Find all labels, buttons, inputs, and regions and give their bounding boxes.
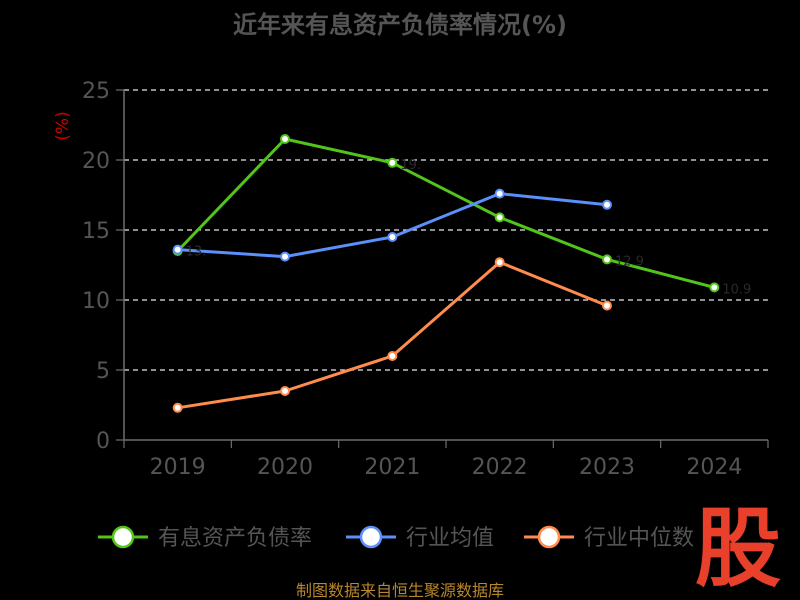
series-line bbox=[177, 260, 608, 410]
series-2 bbox=[172, 257, 612, 413]
data-point bbox=[280, 386, 290, 396]
y-tick-label: 25 bbox=[82, 79, 110, 104]
data-label: 12.9 bbox=[615, 254, 644, 269]
legend-label: 行业均值 bbox=[406, 526, 494, 551]
series-1: 13. bbox=[172, 188, 612, 262]
y-axis-unit-label: (%) bbox=[53, 111, 73, 140]
data-point bbox=[387, 351, 398, 361]
watermark-logo: 股 bbox=[695, 499, 781, 599]
axes: 0 5 10 15 20 25 2019 2020 2021 2022 2023 2024 bbox=[82, 79, 769, 480]
grid-lines bbox=[124, 89, 768, 371]
data-point bbox=[494, 257, 505, 268]
legend-item-2: 行业中位数 bbox=[524, 525, 694, 551]
legend-item-1: 行业均值 bbox=[346, 525, 494, 551]
data-point bbox=[602, 254, 612, 265]
legend-marker bbox=[537, 525, 561, 549]
data-point bbox=[387, 232, 398, 242]
data-point bbox=[280, 251, 290, 262]
data-label: 19. bbox=[400, 158, 421, 173]
legend-marker bbox=[359, 525, 383, 549]
series-line bbox=[177, 192, 608, 259]
y-tick-label: 20 bbox=[82, 149, 110, 174]
y-tick-label: 15 bbox=[82, 219, 110, 244]
data-label: 13. bbox=[186, 245, 207, 260]
series-lines: 19. 12.9 10.9 13. bbox=[172, 134, 751, 413]
legend-label: 有息资产负债率 bbox=[158, 526, 312, 551]
x-tick-label: 2024 bbox=[686, 455, 742, 480]
data-point bbox=[602, 300, 612, 311]
x-tick-label: 2022 bbox=[472, 455, 528, 480]
chart-title: 近年来有息资产负债率情况(%) bbox=[233, 11, 567, 39]
legend-item-0: 有息资产负债率 bbox=[98, 525, 312, 551]
data-point bbox=[172, 244, 183, 255]
data-point bbox=[602, 199, 612, 210]
x-tick-label: 2019 bbox=[150, 455, 206, 480]
legend: 有息资产负债率 行业均值 行业中位数 bbox=[98, 525, 694, 551]
x-tick-label: 2023 bbox=[579, 455, 635, 480]
x-tick-label: 2021 bbox=[364, 455, 420, 480]
series-line bbox=[176, 137, 715, 289]
data-point bbox=[387, 157, 398, 168]
y-tick-label: 5 bbox=[96, 359, 110, 384]
source-note: 制图数据来自恒生聚源数据库 bbox=[296, 581, 504, 600]
data-point bbox=[709, 282, 720, 293]
data-point bbox=[494, 188, 505, 199]
y-tick-label: 0 bbox=[96, 429, 110, 454]
data-point bbox=[280, 134, 290, 144]
legend-marker bbox=[111, 525, 135, 549]
data-point bbox=[494, 212, 505, 223]
y-tick-label: 10 bbox=[82, 289, 110, 314]
data-point bbox=[172, 402, 183, 413]
legend-label: 行业中位数 bbox=[584, 526, 694, 551]
x-tick-label: 2020 bbox=[257, 455, 313, 480]
data-label: 10.9 bbox=[722, 282, 751, 297]
